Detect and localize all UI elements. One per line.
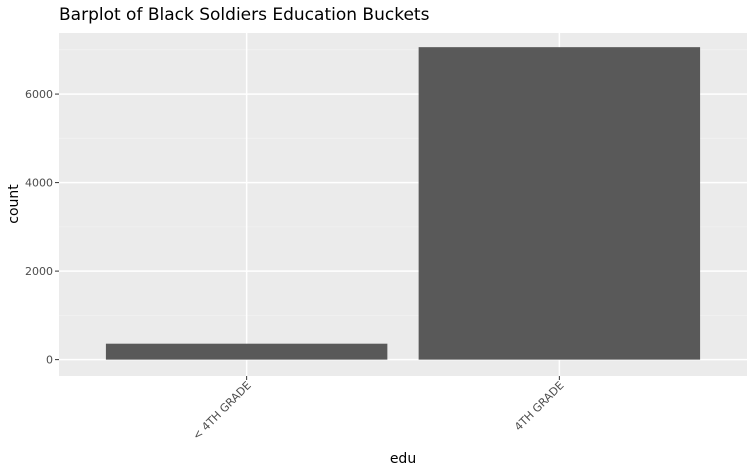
y-tick-label: 2000 <box>25 265 53 278</box>
bar <box>418 47 701 360</box>
y-tick-label: 4000 <box>25 177 53 190</box>
bars <box>105 47 701 360</box>
y-tick-label: 0 <box>46 354 53 367</box>
y-axis-title: count <box>6 184 22 224</box>
y-tick-label: 6000 <box>25 88 53 101</box>
y-axis-ticks: 0 2000 4000 6000 <box>25 88 59 367</box>
x-tick-label: < 4TH GRADE <box>190 379 254 443</box>
x-axis-title: edu <box>390 451 416 467</box>
x-tick-label: 4TH GRADE <box>512 379 567 434</box>
x-axis-ticks: < 4TH GRADE 4TH GRADE <box>190 376 567 443</box>
bar <box>105 343 388 360</box>
chart-title: Barplot of Black Soldiers Education Buck… <box>59 5 430 25</box>
